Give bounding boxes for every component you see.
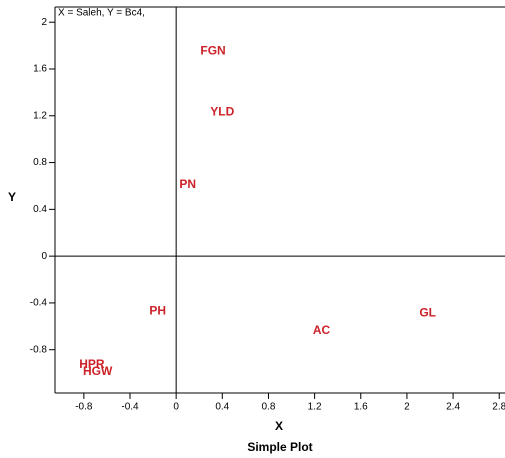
x-tick-label: 0 xyxy=(173,402,179,413)
chart-title: Simple Plot xyxy=(247,440,312,454)
point-label: YLD xyxy=(210,104,234,118)
x-tick-label: 0.4 xyxy=(215,402,229,413)
y-tick-label: 1.2 xyxy=(33,110,47,121)
y-axis-label: Y xyxy=(8,190,16,204)
y-tick-label: -0.4 xyxy=(30,298,48,309)
point-label: GL xyxy=(419,306,436,320)
point-label: PH xyxy=(149,303,166,317)
x-tick-label: -0.4 xyxy=(121,402,139,413)
y-tick-label: 2 xyxy=(41,17,47,28)
x-tick-label: 1.6 xyxy=(354,402,368,413)
y-tick-label: 0.8 xyxy=(33,157,47,168)
x-tick-label: -0.8 xyxy=(75,402,93,413)
x-tick-label: 1.2 xyxy=(308,402,322,413)
annotation: X = Saleh, Y = Bc4, xyxy=(58,8,145,19)
x-tick-label: 2.4 xyxy=(446,402,460,413)
x-tick-label: 0.8 xyxy=(262,402,276,413)
point-label: HPR xyxy=(79,357,105,371)
point-label: HGW xyxy=(83,364,113,378)
point-label: FGN xyxy=(200,44,225,58)
y-tick-label: 0.4 xyxy=(33,204,47,215)
x-tick-label: 2.8 xyxy=(492,402,505,413)
point-label: AC xyxy=(313,323,331,337)
y-tick-label: -0.8 xyxy=(30,344,48,355)
point-label: PN xyxy=(179,177,196,191)
x-tick-label: 2 xyxy=(404,402,410,413)
x-axis-label: X xyxy=(275,419,283,433)
y-tick-label: 0 xyxy=(41,251,47,262)
y-tick-label: 1.6 xyxy=(33,64,47,75)
